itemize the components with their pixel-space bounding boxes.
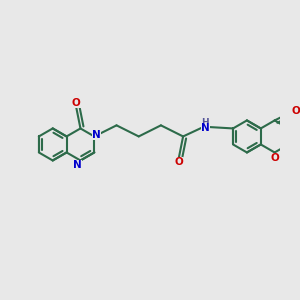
Text: O: O	[292, 106, 300, 116]
Text: O: O	[175, 157, 183, 167]
Text: N: N	[92, 130, 100, 140]
Text: O: O	[72, 98, 81, 108]
Text: O: O	[270, 153, 279, 163]
Text: N: N	[201, 123, 210, 133]
Text: N: N	[73, 160, 82, 170]
Text: H: H	[202, 118, 209, 127]
